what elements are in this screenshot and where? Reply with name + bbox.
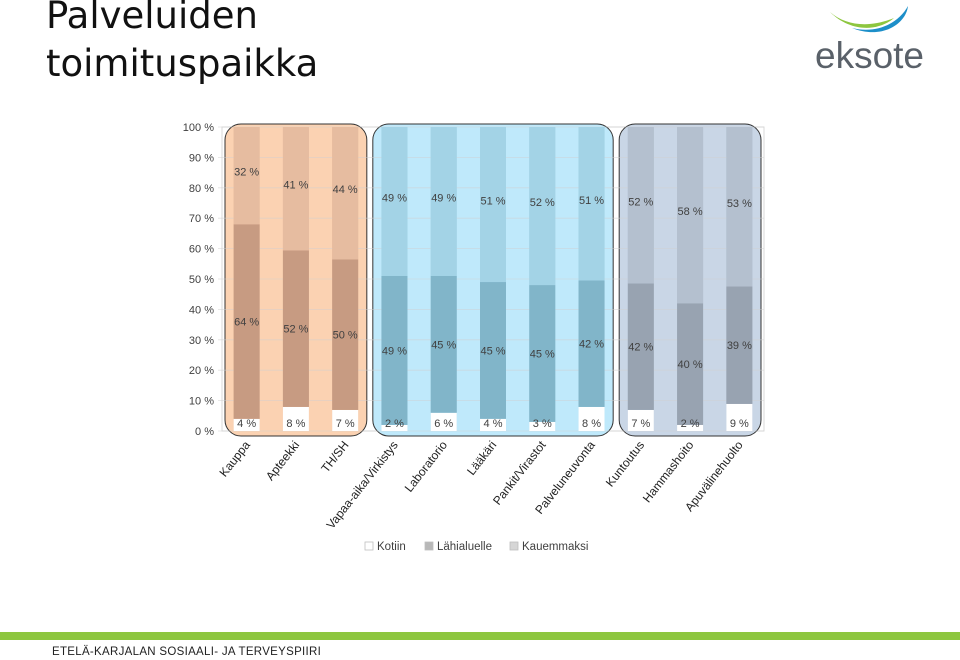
bar-lahialuelle <box>578 280 605 407</box>
y-tick-label: 40 % <box>189 304 214 316</box>
data-label-lahialuelle: 45 % <box>530 348 555 360</box>
bar-kauemmaksi <box>332 127 359 260</box>
legend-swatch <box>509 541 519 551</box>
legend-label: Kauemmaksi <box>522 541 588 553</box>
data-label-kauemmaksi: 44 % <box>333 184 358 196</box>
bar-lahialuelle <box>480 282 506 419</box>
x-category-label: Kuntoutus <box>603 438 647 489</box>
x-category-label: Laboratorio <box>402 438 451 495</box>
bar-kotiin <box>381 424 408 431</box>
bar-kauemmaksi <box>677 127 704 304</box>
bar-kauemmaksi <box>627 127 654 284</box>
y-tick-label: 60 % <box>189 244 214 256</box>
data-label-kotiin: 3 % <box>533 418 552 430</box>
data-label-kotiin: 7 % <box>631 418 650 430</box>
data-label-kotiin: 2 % <box>681 418 700 430</box>
x-category-label: Lääkäri <box>464 438 499 478</box>
eksote-logo: eksote <box>815 6 924 74</box>
y-tick-label: 30 % <box>189 335 214 347</box>
data-label-lahialuelle: 45 % <box>431 339 456 351</box>
data-label-kauemmaksi: 52 % <box>530 197 555 209</box>
data-label-kotiin: 4 % <box>484 418 503 430</box>
data-label-kauemmaksi: 58 % <box>678 206 703 218</box>
bar-kotiin <box>332 409 359 431</box>
data-label-kotiin: 2 % <box>385 418 404 430</box>
data-label-kauemmaksi: 49 % <box>431 192 456 204</box>
y-tick-label: 0 % <box>195 426 214 438</box>
legend-label: Kotiin <box>377 541 406 553</box>
x-category-label: Apteekki <box>263 438 302 483</box>
bar-lahialuelle <box>233 224 260 419</box>
data-label-lahialuelle: 50 % <box>333 330 358 342</box>
bar-lahialuelle <box>430 275 457 413</box>
logo-text: eksote <box>815 35 924 74</box>
bar-kauemmaksi <box>480 127 506 283</box>
footer-bar <box>0 632 960 640</box>
bar-lahialuelle <box>627 283 654 410</box>
data-label-kotiin: 6 % <box>434 418 453 430</box>
data-label-kauemmaksi: 51 % <box>480 196 505 208</box>
data-label-kotiin: 9 % <box>730 418 749 430</box>
bar-lahialuelle <box>282 250 309 407</box>
y-tick-label: 50 % <box>189 274 214 286</box>
y-tick-label: 80 % <box>189 183 214 195</box>
y-tick-label: 70 % <box>189 213 214 225</box>
data-label-kauemmaksi: 49 % <box>382 192 407 204</box>
data-label-lahialuelle: 49 % <box>382 345 407 357</box>
footer-text: ETELÄ-KARJALAN SOSIAALI- JA TERVEYSPIIRI <box>52 646 322 658</box>
bar-kotiin <box>726 403 753 431</box>
y-tick-label: 90 % <box>189 152 214 164</box>
x-category-label: Kauppa <box>216 438 253 479</box>
bar-lahialuelle <box>529 285 556 422</box>
bar-kotiin <box>529 421 556 431</box>
data-label-lahialuelle: 52 % <box>283 324 308 336</box>
legend-label: Lähialuelle <box>437 541 492 553</box>
bar-kotiin <box>282 406 309 431</box>
data-label-lahialuelle: 45 % <box>480 345 505 357</box>
bar-kauemmaksi <box>233 127 260 225</box>
data-label-lahialuelle: 42 % <box>579 339 604 351</box>
data-label-kotiin: 8 % <box>582 418 601 430</box>
y-tick-label: 20 % <box>189 365 214 377</box>
legend-swatch <box>424 541 434 551</box>
stacked-bar-chart: 0 % 10 % 20 % 30 % 40 % 50 % 60 % 70 % 80 % 90 % 1… <box>183 122 765 553</box>
bar-kauemmaksi <box>381 127 408 276</box>
data-label-kauemmaksi: 53 % <box>727 198 752 210</box>
bar-kotiin <box>480 418 506 431</box>
bar-kotiin <box>677 424 704 431</box>
bar-lahialuelle <box>381 275 408 425</box>
data-label-kotiin: 7 % <box>336 418 355 430</box>
slide-title: Palveluiden toimituspaikka <box>46 0 319 85</box>
logo-green-swoosh <box>830 12 894 28</box>
data-label-kauemmaksi: 32 % <box>234 167 259 179</box>
bar-kauemmaksi <box>578 127 605 281</box>
data-label-lahialuelle: 39 % <box>727 340 752 352</box>
bar-kauemmaksi <box>726 127 753 287</box>
bar-lahialuelle <box>677 303 704 425</box>
logo-blue-swoosh <box>852 6 908 33</box>
data-label-lahialuelle: 64 % <box>234 317 259 329</box>
data-label-lahialuelle: 40 % <box>678 359 703 371</box>
x-category-label: TH/SH <box>318 438 351 475</box>
bar-kotiin <box>627 409 654 431</box>
data-label-kotiin: 4 % <box>237 418 256 430</box>
bar-kauemmaksi <box>529 127 556 286</box>
bar-kauemmaksi <box>282 127 309 251</box>
legend-swatch <box>364 541 374 551</box>
data-label-kauemmaksi: 51 % <box>579 195 604 207</box>
bar-kotiin <box>578 406 605 431</box>
bar-kauemmaksi <box>430 127 457 276</box>
bar-lahialuelle <box>726 286 753 404</box>
data-label-kauemmaksi: 41 % <box>283 180 308 192</box>
x-category-label: Hammashoito <box>640 438 697 505</box>
data-label-kauemmaksi: 52 % <box>628 196 653 208</box>
bar-kotiin <box>430 412 457 431</box>
bar-lahialuelle <box>332 259 359 410</box>
bar-kotiin <box>233 418 260 431</box>
y-tick-label: 100 % <box>183 122 214 134</box>
data-label-lahialuelle: 42 % <box>628 342 653 354</box>
y-tick-label: 10 % <box>189 396 214 408</box>
data-label-kotiin: 8 % <box>286 418 305 430</box>
